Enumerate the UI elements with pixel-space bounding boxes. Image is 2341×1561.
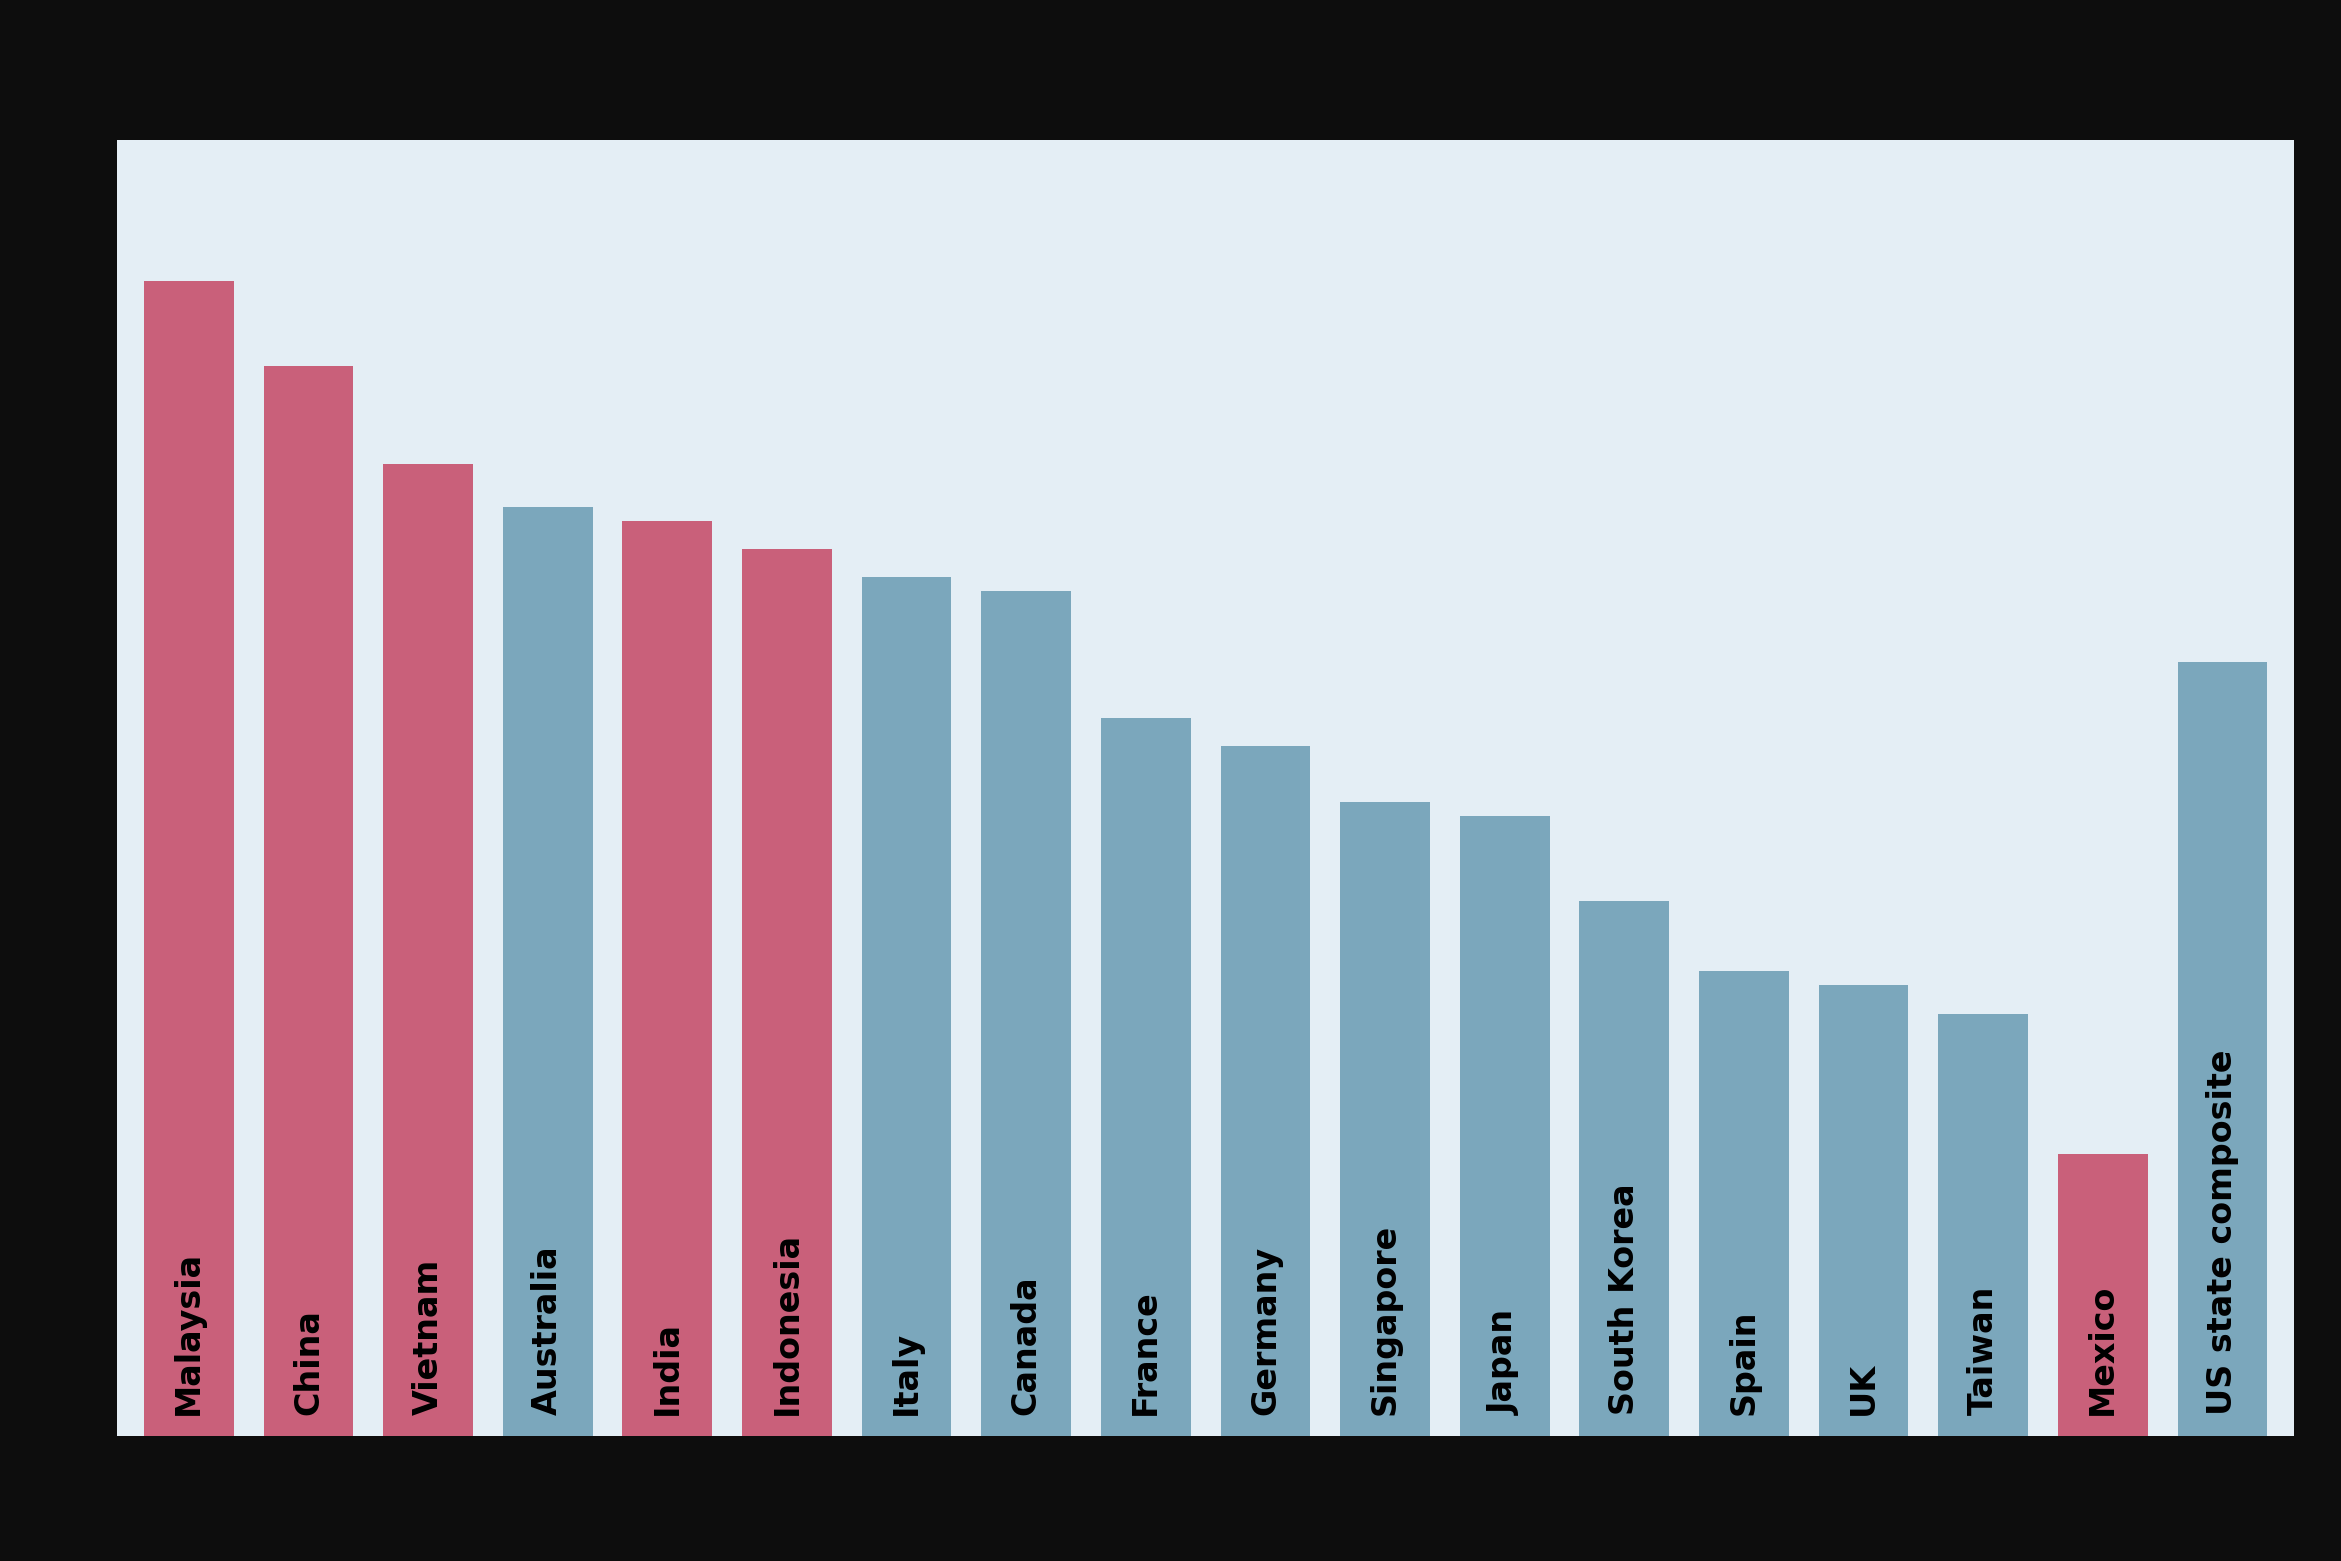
Text: Malaysia: Malaysia <box>173 1250 206 1414</box>
Text: Spain: Spain <box>1728 1310 1760 1414</box>
Bar <box>1461 816 1550 1436</box>
Bar <box>384 465 473 1436</box>
Bar <box>2058 1155 2147 1436</box>
Text: Canada: Canada <box>1009 1275 1042 1414</box>
Bar <box>981 592 1072 1436</box>
Text: Taiwan: Taiwan <box>1966 1286 1999 1414</box>
Text: France: France <box>1128 1289 1161 1414</box>
Bar <box>623 521 712 1436</box>
Bar <box>1339 802 1430 1436</box>
Bar <box>1938 1013 2027 1436</box>
Bar <box>143 281 234 1436</box>
Bar <box>2177 662 2268 1436</box>
Bar <box>1700 971 1789 1436</box>
Text: Italy: Italy <box>890 1332 922 1414</box>
Text: China: China <box>293 1310 325 1414</box>
Bar <box>861 578 950 1436</box>
Text: Indonesia: Indonesia <box>770 1232 803 1414</box>
Bar <box>742 549 831 1436</box>
Text: South Korea: South Korea <box>1608 1183 1641 1414</box>
Text: UK: UK <box>1847 1361 1880 1414</box>
Bar <box>1819 985 1908 1436</box>
Bar <box>1100 718 1192 1436</box>
Text: US state composite: US state composite <box>2205 1049 2238 1414</box>
Text: India: India <box>651 1321 684 1414</box>
Text: Germany: Germany <box>1250 1246 1283 1414</box>
Bar <box>265 365 353 1436</box>
Text: Vietnam: Vietnam <box>412 1258 445 1414</box>
Bar <box>503 507 592 1436</box>
Text: Singapore: Singapore <box>1369 1224 1402 1414</box>
Text: Australia: Australia <box>531 1246 564 1414</box>
Text: Japan: Japan <box>1489 1310 1522 1414</box>
Text: Mexico: Mexico <box>2086 1283 2119 1414</box>
Bar <box>1220 746 1311 1436</box>
Bar <box>1580 901 1669 1436</box>
